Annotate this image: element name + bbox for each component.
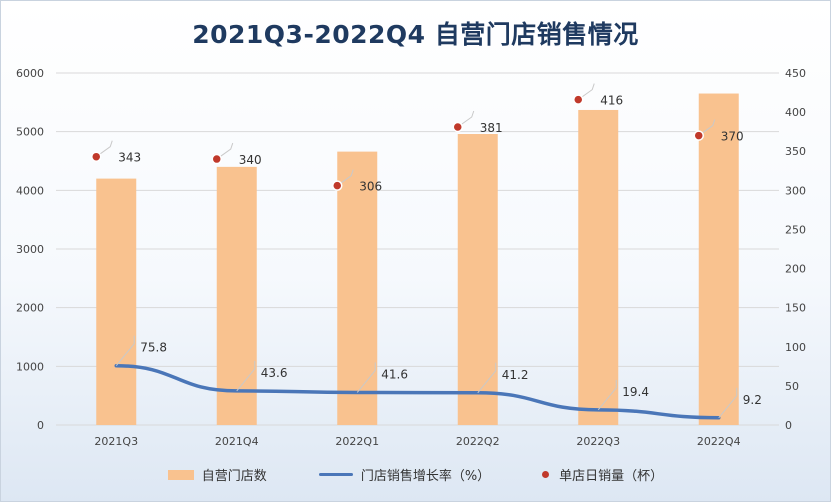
data-label-growth: 43.6: [261, 366, 288, 380]
callout-line: [718, 387, 738, 419]
x-tick-label: 2022Q4: [697, 435, 741, 448]
scatter-point: [693, 130, 704, 141]
data-label-daily-sales: 306: [359, 180, 382, 194]
legend-item-stores: 自营门店数: [167, 465, 267, 484]
y-right-tick-label: 400: [785, 106, 806, 119]
callout-line: [457, 110, 475, 128]
x-tick-label: 2022Q3: [576, 435, 620, 448]
bar: [216, 166, 257, 425]
bar: [698, 93, 739, 426]
callout-line: [597, 379, 617, 411]
y-right-tick-label: 200: [785, 263, 806, 276]
legend-label-growth: 门店销售增长率（%）: [360, 469, 491, 484]
callout-line: [336, 169, 354, 187]
data-label-growth: 41.2: [502, 368, 529, 382]
data-label-daily-sales: 381: [480, 121, 503, 135]
callout-line: [115, 335, 135, 367]
legend-label-stores: 自营门店数: [201, 469, 267, 484]
scatter-point: [332, 180, 343, 191]
chart-title: 2021Q3-2022Q4 自营门店销售情况: [192, 20, 639, 49]
y-left-tick-label: 0: [37, 419, 44, 432]
bar: [457, 134, 498, 425]
y-right-tick-label: 0: [785, 419, 792, 432]
y-right-tick-label: 150: [785, 302, 806, 315]
legend-label-daily-sales: 单店日销量（杯）: [559, 469, 664, 484]
series-line-growth: [114, 363, 721, 420]
scatter-point: [91, 151, 102, 162]
data-label-daily-sales: 416: [600, 94, 623, 108]
y-right-tick-label: 350: [785, 145, 806, 158]
legend-item-daily-sales: 单店日销量（杯）: [542, 465, 663, 484]
legend: 自营门店数 门店销售增长率（%） 单店日销量（杯）: [1, 465, 830, 484]
data-label-daily-sales: 370: [721, 130, 744, 144]
callout-line: [577, 83, 595, 101]
bar: [578, 109, 619, 426]
x-tick-label: 2021Q3: [94, 435, 138, 448]
callout-line: [698, 119, 716, 136]
y-left-tick-label: 1000: [16, 360, 44, 373]
bar: [337, 151, 378, 425]
scatter-point: [211, 153, 222, 165]
data-label-growth: 9.2: [743, 393, 762, 407]
data-label-growth: 75.8: [140, 341, 167, 355]
y-left-tick-label: 4000: [16, 184, 44, 197]
legend-line-swatch: [318, 473, 353, 476]
scatter-point: [452, 121, 463, 133]
y-left-tick-label: 6000: [16, 67, 44, 80]
y-left-tick-label: 3000: [16, 243, 44, 256]
legend-dot-swatch: [542, 471, 550, 478]
data-label-daily-sales: 340: [239, 153, 262, 167]
scatter-point: [573, 94, 584, 105]
y-left-tick-label: 2000: [16, 302, 44, 315]
data-label-growth: 41.6: [381, 367, 408, 381]
y-right-tick-label: 100: [785, 341, 806, 354]
y-right-tick-label: 50: [785, 380, 799, 393]
callout-line: [216, 142, 234, 160]
legend-bar-swatch: [167, 469, 194, 480]
callout-line: [477, 362, 497, 394]
y-right-tick-label: 450: [785, 67, 806, 80]
x-tick-label: 2022Q1: [335, 435, 379, 448]
bar: [96, 178, 137, 425]
callout-line: [95, 140, 113, 158]
data-label-growth: 19.4: [622, 385, 649, 399]
callout-line: [356, 362, 376, 393]
x-tick-label: 2021Q4: [215, 435, 259, 448]
data-label-daily-sales: 343: [118, 151, 141, 165]
x-tick-label: 2022Q2: [456, 435, 500, 448]
y-right-tick-label: 250: [785, 223, 806, 236]
legend-item-growth: 门店销售增长率（%）: [318, 465, 491, 484]
callout-line: [236, 360, 256, 392]
y-right-tick-label: 300: [785, 184, 806, 197]
y-left-tick-label: 5000: [16, 126, 44, 139]
